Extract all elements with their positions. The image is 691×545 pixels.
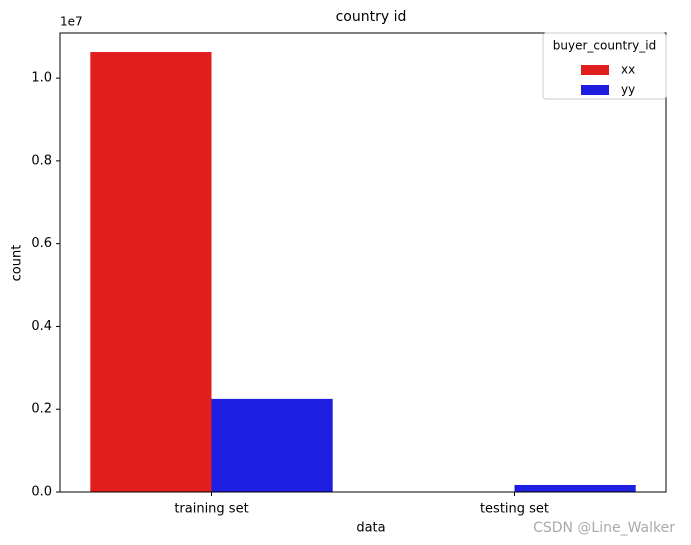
watermark: CSDN @Line_Walker (533, 520, 675, 536)
x-tick-label: testing set (480, 502, 549, 517)
bar (514, 484, 636, 492)
y-tick-label: 0.8 (31, 153, 52, 168)
legend-swatch (581, 65, 609, 75)
legend-label: yy (621, 83, 635, 97)
x-tick-label: training set (174, 502, 248, 517)
chart-title: country id (336, 9, 407, 25)
y-tick-label: 0.6 (31, 236, 52, 251)
y-tick-label: 0.4 (31, 319, 52, 334)
y-tick-label: 0.2 (31, 402, 52, 417)
y-offset-label: 1e7 (60, 15, 83, 29)
legend-swatch (581, 85, 609, 95)
bar (90, 52, 212, 493)
x-axis-label: data (356, 521, 385, 536)
legend-title: buyer_country_id (553, 39, 656, 53)
plot-frame (59, 32, 667, 493)
y-tick-label: 1.0 (31, 71, 52, 86)
y-axis-label: count (10, 245, 25, 282)
bar (211, 398, 333, 492)
y-tick-label: 0.0 (31, 485, 52, 500)
legend-label: xx (621, 63, 635, 77)
